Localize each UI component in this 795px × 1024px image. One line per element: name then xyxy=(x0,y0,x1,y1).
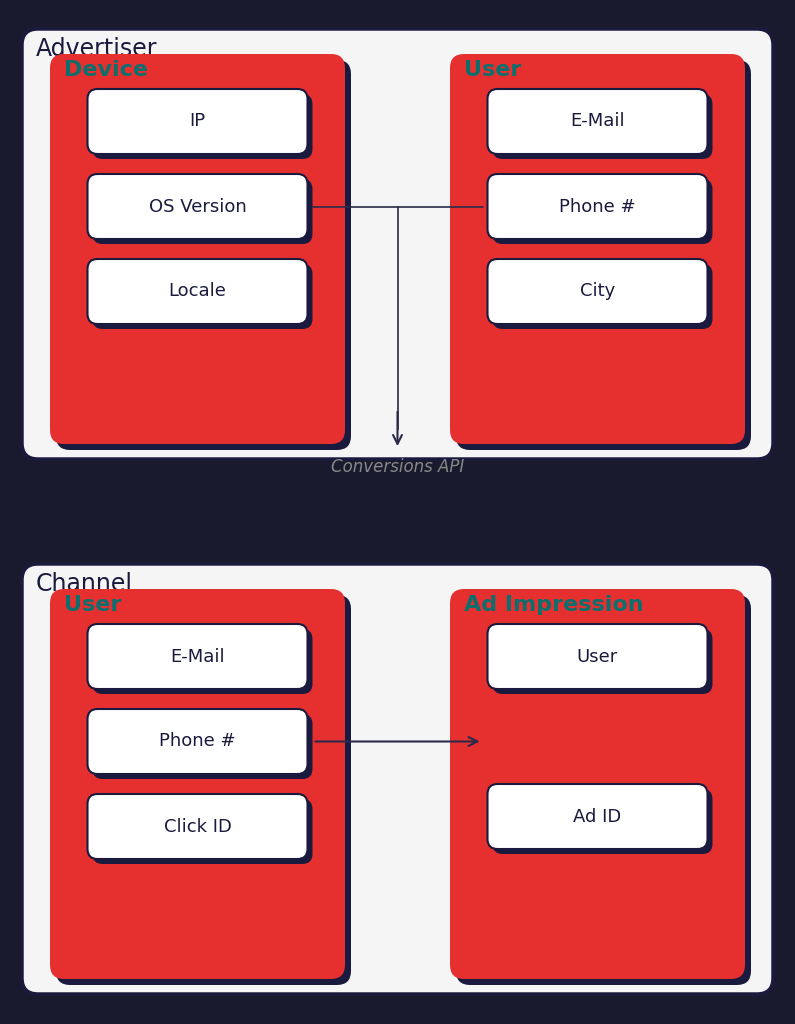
FancyBboxPatch shape xyxy=(450,589,745,979)
FancyBboxPatch shape xyxy=(492,629,712,694)
FancyBboxPatch shape xyxy=(22,564,773,994)
Text: IP: IP xyxy=(189,113,206,130)
Text: OS Version: OS Version xyxy=(149,198,246,215)
FancyBboxPatch shape xyxy=(487,89,708,154)
FancyBboxPatch shape xyxy=(50,54,345,444)
Text: Phone #: Phone # xyxy=(559,198,636,215)
Text: Device: Device xyxy=(64,60,148,80)
FancyBboxPatch shape xyxy=(492,179,712,244)
FancyBboxPatch shape xyxy=(487,784,708,849)
FancyBboxPatch shape xyxy=(456,60,751,450)
Text: Advertiser: Advertiser xyxy=(36,37,157,61)
Text: Conversions API: Conversions API xyxy=(331,458,464,476)
FancyBboxPatch shape xyxy=(92,264,312,329)
FancyBboxPatch shape xyxy=(87,624,308,689)
FancyBboxPatch shape xyxy=(92,629,312,694)
FancyBboxPatch shape xyxy=(487,259,708,324)
FancyBboxPatch shape xyxy=(456,595,751,985)
FancyBboxPatch shape xyxy=(92,714,312,779)
FancyBboxPatch shape xyxy=(487,624,708,689)
Text: Locale: Locale xyxy=(169,283,227,300)
Text: Phone #: Phone # xyxy=(159,732,236,751)
FancyBboxPatch shape xyxy=(50,589,345,979)
Text: E-Mail: E-Mail xyxy=(570,113,625,130)
Text: City: City xyxy=(580,283,615,300)
FancyBboxPatch shape xyxy=(492,264,712,329)
Text: User: User xyxy=(577,647,619,666)
FancyBboxPatch shape xyxy=(87,259,308,324)
FancyBboxPatch shape xyxy=(492,790,712,854)
FancyBboxPatch shape xyxy=(87,89,308,154)
FancyBboxPatch shape xyxy=(56,60,351,450)
Text: Ad Impression: Ad Impression xyxy=(464,595,644,615)
FancyBboxPatch shape xyxy=(56,595,351,985)
FancyBboxPatch shape xyxy=(87,709,308,774)
Text: Ad ID: Ad ID xyxy=(573,808,622,825)
FancyBboxPatch shape xyxy=(92,179,312,244)
FancyBboxPatch shape xyxy=(92,94,312,159)
FancyBboxPatch shape xyxy=(22,29,773,459)
FancyBboxPatch shape xyxy=(87,174,308,239)
FancyBboxPatch shape xyxy=(92,799,312,864)
Text: Click ID: Click ID xyxy=(164,817,231,836)
Text: Channel: Channel xyxy=(36,572,133,596)
Text: User: User xyxy=(64,595,122,615)
FancyBboxPatch shape xyxy=(450,54,745,444)
Text: E-Mail: E-Mail xyxy=(170,647,225,666)
FancyBboxPatch shape xyxy=(487,174,708,239)
Text: User: User xyxy=(464,60,522,80)
FancyBboxPatch shape xyxy=(492,94,712,159)
FancyBboxPatch shape xyxy=(87,794,308,859)
